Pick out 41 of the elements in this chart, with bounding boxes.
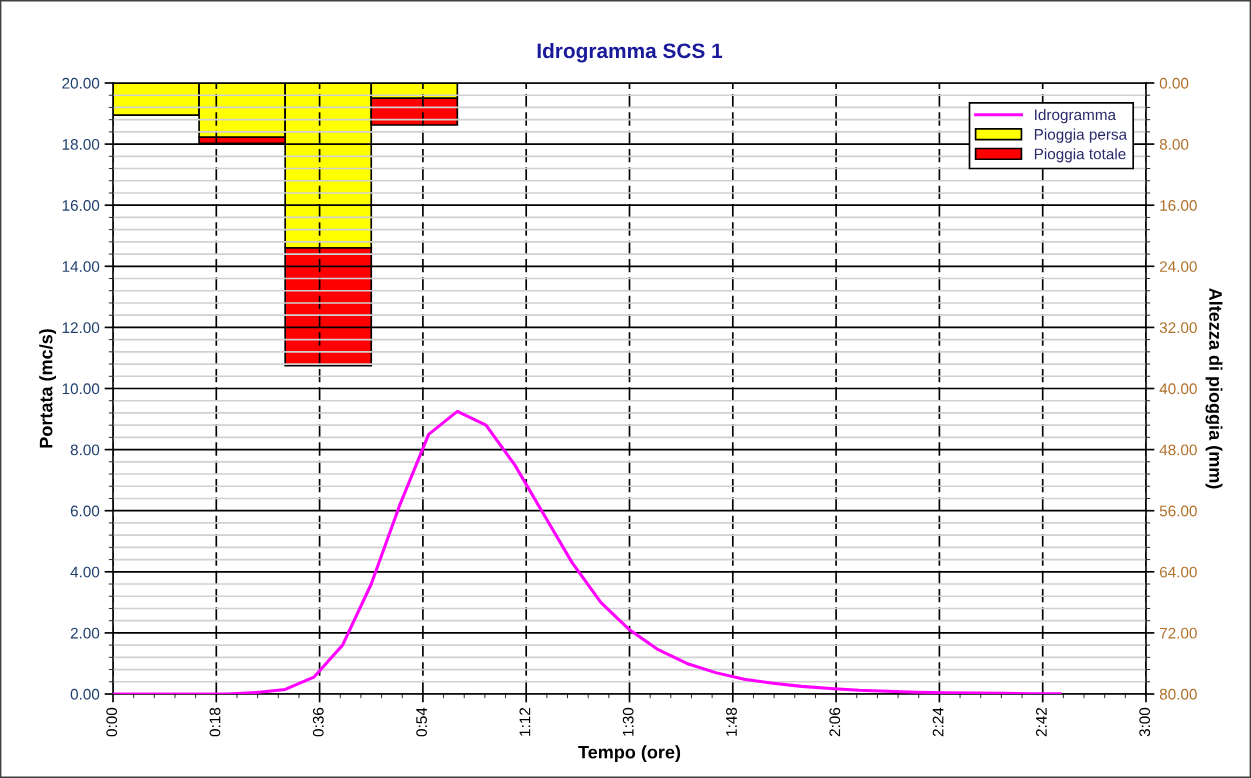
y2-axis-title: Altezza di pioggia (mm) [1205, 288, 1223, 489]
x-tick-label: 0:18 [209, 707, 221, 737]
y2-tick-label: 72.00 [1159, 627, 1197, 639]
y2-tick-label: 8.00 [1159, 138, 1189, 150]
y2-tick-label: 64.00 [1159, 566, 1197, 578]
x-tick-label: 0:36 [312, 707, 324, 737]
y2-tick-label: 56.00 [1159, 505, 1197, 517]
x-tick-label: 1:48 [726, 707, 737, 736]
y-tick-label: 0.00 [70, 688, 100, 700]
y-tick-label: 12.00 [62, 322, 100, 334]
x-tick-label: 3:00 [1139, 707, 1151, 737]
y2-tick-label: 16.00 [1160, 200, 1197, 211]
y-tick-label: 20.00 [62, 77, 100, 89]
y-axis-title: Portata (mc/s) [39, 329, 57, 448]
x-axis-title: Tempo (ore) [578, 745, 681, 763]
y2-tick-label: 48.00 [1159, 444, 1197, 456]
y-tick-label: 16.00 [62, 200, 100, 211]
y2-tick-label: 40.00 [1159, 383, 1197, 395]
line-series [113, 409, 1062, 694]
legend-label: Pioggia persa [1034, 128, 1128, 143]
legend-label: Idrogramma [1035, 108, 1117, 124]
y-tick-label: 2.00 [70, 627, 100, 639]
x-tick-label: 2:24 [932, 707, 944, 737]
x-tick-label: 2:06 [829, 707, 841, 737]
y2-tick-label: 0.00 [1159, 77, 1189, 89]
chart-title: Idrogramma SCS 1 [537, 42, 723, 63]
y2-tick-label: 32.00 [1159, 322, 1197, 334]
y-tick-label: 8.00 [70, 444, 100, 456]
y2-tick-label: 80.00 [1159, 688, 1197, 700]
y-tick-label: 6.00 [70, 505, 100, 517]
x-tick-label: 0:54 [416, 707, 427, 737]
y-tick-label: 10.00 [62, 383, 100, 395]
y-tick-label: 4.00 [70, 566, 100, 578]
y-tick-label: 18.00 [62, 138, 100, 150]
x-tick-label: 1:12 [519, 707, 531, 736]
x-tick-label: 1:30 [622, 707, 634, 736]
legend-label: Pioggia totale [1034, 148, 1126, 163]
x-tick-label: 2:42 [1035, 707, 1047, 737]
x-tick-label: 0:00 [106, 707, 118, 737]
y-tick-label: 14.00 [62, 261, 100, 272]
y2-tick-label: 24.00 [1159, 261, 1197, 272]
